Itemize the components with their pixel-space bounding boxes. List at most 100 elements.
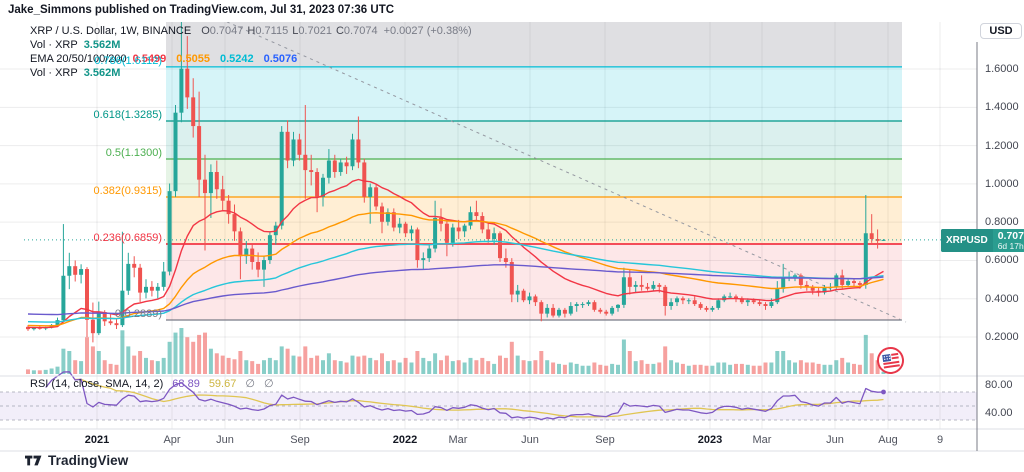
volume-bar [356,356,361,374]
volume-bar [616,364,620,374]
symbol-legend-row[interactable]: XRP / U.S. Dollar, 1W, BINANCE O0.7047 H0… [30,24,472,38]
volume2-legend-row[interactable]: Vol · XRP 3.562M [30,66,472,80]
candle-body [686,300,691,302]
candle-body [557,309,561,316]
volume-bar [344,362,349,374]
candle-body [651,284,656,289]
time-axis-label: Jun [521,434,539,446]
volume-bar [669,360,674,374]
candle-body [627,277,632,287]
currency-toggle-button[interactable]: USD [980,23,1022,39]
volume-bar [586,365,591,374]
volume-bar [798,360,803,374]
candle-body [427,248,432,259]
candle-body [214,172,219,190]
volume-bar [769,362,774,374]
ohlc-value: 0.7047 [209,25,244,37]
candle-body [480,216,485,230]
candle-body [545,307,550,314]
candle-body [421,258,426,261]
volume-bar [368,357,373,374]
candle-body [144,286,148,293]
candle-body [539,302,544,314]
volume-bar [415,351,420,374]
volume-series [26,328,886,374]
volume2-indicator-label[interactable]: Vol · XRP [30,67,78,79]
candle-body [857,283,862,285]
candle-body [262,260,266,270]
candle-body [73,266,78,275]
ema-indicator-label[interactable]: EMA 20/50/100/200 [30,53,127,65]
rsi-indicator-label[interactable]: RSI (14, close, SMA, 14, 2) [30,377,164,390]
candle-body [79,269,84,275]
candle-body [220,189,225,201]
volume-indicator-label[interactable]: Vol · XRP [30,39,78,51]
last-price-badge[interactable]: XRPUSD 0.7074 6d 17h [941,229,1024,252]
volume-legend-row[interactable]: Vol · XRP 3.562M [30,38,472,52]
volume-bar [114,364,119,374]
volume-bar [197,334,202,374]
volume-bar [421,357,426,374]
tradingview-footer-link[interactable]: TradingView [25,453,128,468]
ema-values: 0.5499 0.5055 0.5242 0.5076 [133,52,308,66]
volume-bar [61,348,66,374]
candle-body [380,206,384,222]
volume-bar [793,362,797,374]
candle-body [344,162,349,167]
candle-body [763,304,768,306]
candle-body [775,288,780,303]
volume-bar [309,357,314,374]
candle-body [521,290,526,301]
candle-body [734,296,738,299]
volume-bar [763,362,768,374]
candle-body [822,286,827,293]
time-axis-label: Jun [216,434,234,446]
volume-bar [498,355,502,374]
candle-body [863,233,868,285]
candle-body [297,139,302,155]
time-axis-label: 9 [936,434,944,446]
fib-band [166,158,902,197]
candle-body [633,284,638,287]
candle-body [728,296,733,298]
volume-bar [374,360,379,374]
candle-body [244,248,249,257]
candle-body [745,300,750,303]
volume-bar [37,370,42,374]
ema-legend-row[interactable]: EMA 20/50/100/200 0.5499 0.5055 0.5242 0.50… [30,52,472,66]
volume-bar [716,362,721,374]
candle-body [161,271,166,287]
fib-band [166,196,902,244]
volume-bar [126,346,131,374]
volume-bar [621,339,626,374]
candle-body [675,298,679,303]
candle-body [120,290,125,326]
volume-bar [598,364,603,374]
candle-body [551,307,556,316]
candle-body [757,302,762,305]
volume-bar [486,361,491,374]
volume-bar [167,341,172,374]
time-axis-label: 2023 [697,434,723,446]
volume-bar [315,355,320,374]
candle-body [657,284,662,287]
volume-bar [781,351,786,374]
ohlc-letter: O [201,25,210,37]
volume-bar [734,363,738,374]
volume-bar [787,360,792,374]
candle-body [669,302,674,306]
volume-bar [297,356,302,374]
candle-body [385,212,390,222]
rsi-legend-row: RSI (14, close, SMA, 14, 2) 68.89 59.67 … [30,377,274,391]
candle-body [238,231,243,257]
rsi-line [45,371,884,421]
volume-bar [680,363,685,374]
volume-bar [191,341,196,374]
volume-bar [291,355,296,374]
candle-body [208,172,213,194]
candle-body [138,267,143,293]
symbol-title[interactable]: XRP / U.S. Dollar, 1W, BINANCE [30,25,192,37]
candle-body [580,304,585,306]
candle-body [226,200,231,215]
